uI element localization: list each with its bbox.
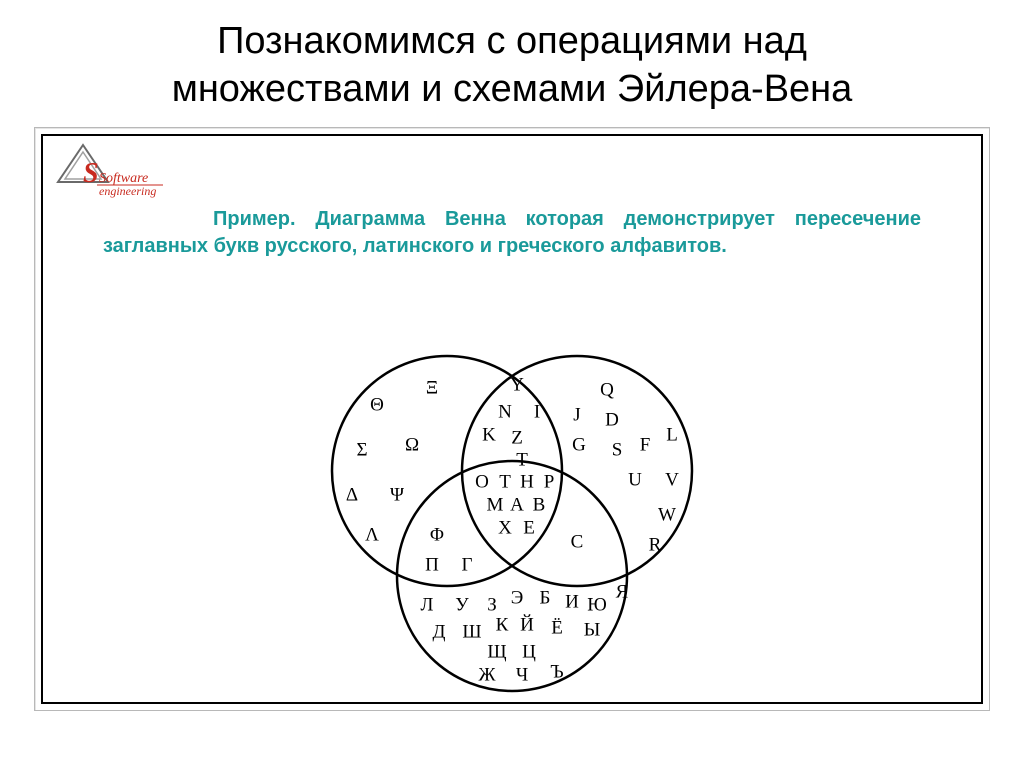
content-frame-outer: S Software engineering Пример. Диаграмма…	[34, 127, 990, 711]
venn-letter: Π	[425, 554, 439, 575]
venn-svg: ΘΞΣΩΔΨΛYNIKZTQJDGSFLUVWROTHPMABXEΦΠΓCЛУЗ…	[277, 321, 747, 701]
venn-letter: R	[649, 534, 662, 555]
venn-letter: I	[534, 401, 540, 422]
venn-letter: Ξ	[426, 377, 438, 398]
venn-letter: Л	[421, 594, 434, 615]
venn-letter: Σ	[356, 439, 367, 460]
logo-s-letter: S	[83, 158, 99, 189]
venn-letter: C	[571, 531, 584, 552]
venn-letter: J	[573, 404, 580, 425]
venn-letter: З	[487, 594, 497, 615]
venn-letter: P	[544, 471, 555, 492]
venn-letter: Щ	[487, 641, 506, 662]
venn-letter: Я	[616, 581, 629, 602]
software-engineering-logo: S Software engineering	[53, 142, 173, 202]
page-title: Познакомимся с операциями над множествам…	[40, 18, 984, 113]
venn-letter: L	[666, 424, 678, 445]
venn-letter: Δ	[346, 484, 358, 505]
venn-letter: Ы	[584, 619, 601, 640]
venn-letter: W	[658, 504, 676, 525]
title-line-1: Познакомимся с операциями над	[217, 20, 807, 62]
slide: Познакомимся с операциями над множествам…	[0, 0, 1024, 767]
venn-letter: Д	[433, 621, 446, 642]
venn-letter: Λ	[365, 524, 379, 545]
venn-letter: Ъ	[550, 661, 563, 682]
venn-letter: Э	[511, 587, 524, 608]
venn-letter: E	[523, 517, 535, 538]
venn-letter: И	[565, 591, 579, 612]
venn-letter: H	[520, 471, 534, 492]
venn-letter: Ц	[522, 641, 536, 662]
venn-letter: Ψ	[390, 484, 404, 505]
venn-letter: O	[475, 471, 489, 492]
venn-letter: B	[533, 494, 546, 515]
venn-letter: Γ	[462, 554, 473, 575]
venn-letter: A	[510, 494, 524, 515]
example-lead: Пример. Диаграмма Венна которая демонстр…	[213, 208, 775, 230]
venn-letter: Й	[520, 614, 534, 635]
venn-letter: К	[496, 614, 509, 635]
venn-letter: Φ	[430, 524, 444, 545]
venn-letter: F	[640, 434, 651, 455]
venn-letter: Ш	[462, 621, 481, 642]
venn-letter: Ю	[587, 594, 607, 615]
venn-letter: Θ	[370, 394, 384, 415]
example-caption: Пример. Диаграмма Венна которая демонстр…	[103, 206, 921, 260]
venn-letter: Ω	[405, 434, 419, 455]
logo-text-bottom: engineering	[99, 184, 156, 198]
title-line-2: множествами и схемами Эйлера-Вена	[172, 68, 853, 110]
venn-letter: Б	[540, 587, 551, 608]
venn-letter: Y	[510, 374, 524, 395]
content-frame-inner: S Software engineering Пример. Диаграмма…	[41, 134, 983, 704]
venn-letter: У	[455, 594, 469, 615]
venn-letter: Z	[511, 427, 523, 448]
venn-letter: S	[612, 439, 623, 460]
venn-letter: G	[572, 434, 586, 455]
venn-letter: D	[605, 409, 619, 430]
logo-svg: S Software engineering	[53, 142, 173, 202]
venn-letter: Ж	[478, 664, 496, 685]
venn-letter: T	[516, 449, 528, 470]
venn-letter: Ч	[516, 664, 528, 685]
venn-letter: M	[487, 494, 504, 515]
venn-letter: Ё	[551, 617, 563, 638]
venn-diagram: ΘΞΣΩΔΨΛYNIKZTQJDGSFLUVWROTHPMABXEΦΠΓCЛУЗ…	[277, 321, 747, 691]
venn-letter: N	[498, 401, 512, 422]
venn-letter: T	[499, 471, 511, 492]
venn-letter: K	[482, 424, 496, 445]
venn-letter: Q	[600, 379, 614, 400]
venn-letter: V	[665, 469, 679, 490]
venn-letter: U	[628, 469, 642, 490]
venn-letter: X	[498, 517, 512, 538]
